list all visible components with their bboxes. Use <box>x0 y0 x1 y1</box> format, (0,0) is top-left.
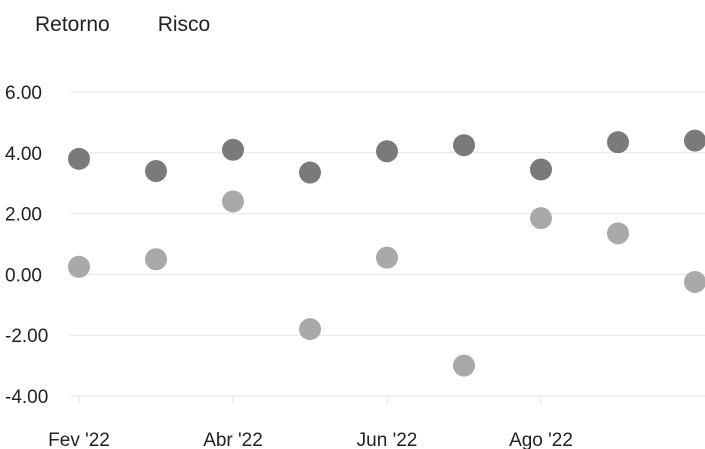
x-tick-label: Ago '22 <box>509 430 573 449</box>
retorno-point[interactable] <box>299 161 321 184</box>
retorno-point[interactable] <box>684 129 705 152</box>
retorno-point[interactable] <box>453 134 475 157</box>
retorno-point[interactable] <box>530 158 552 181</box>
retorno-point[interactable] <box>145 160 167 183</box>
x-tick-label: Jun '22 <box>357 430 418 449</box>
risco-point[interactable] <box>145 248 167 271</box>
y-tick-label: 0.00 <box>5 265 42 286</box>
risco-point[interactable] <box>376 246 398 269</box>
tab-bar: Retorno Risco <box>35 13 210 37</box>
tab-retorno[interactable]: Retorno <box>35 13 110 36</box>
y-tick-label: -2.00 <box>5 326 48 347</box>
x-tick-label: Fev '22 <box>48 430 110 449</box>
retorno-point[interactable] <box>376 140 398 163</box>
retorno-point[interactable] <box>68 147 90 170</box>
retorno-point[interactable] <box>222 138 244 161</box>
risco-point[interactable] <box>530 207 552 230</box>
risco-point[interactable] <box>299 318 321 341</box>
risco-point[interactable] <box>68 255 90 278</box>
risco-point[interactable] <box>453 354 475 377</box>
risco-point[interactable] <box>607 222 629 245</box>
y-tick-label: 2.00 <box>5 205 42 226</box>
y-tick-label: 6.00 <box>5 83 42 104</box>
y-tick-label: -4.00 <box>5 387 48 408</box>
y-tick-label: 4.00 <box>5 144 42 165</box>
tab-risco[interactable]: Risco <box>157 13 211 36</box>
risco-point[interactable] <box>684 271 705 293</box>
retorno-point[interactable] <box>607 131 629 154</box>
risco-point[interactable] <box>222 190 244 213</box>
x-tick-label: Abr '22 <box>203 430 263 449</box>
